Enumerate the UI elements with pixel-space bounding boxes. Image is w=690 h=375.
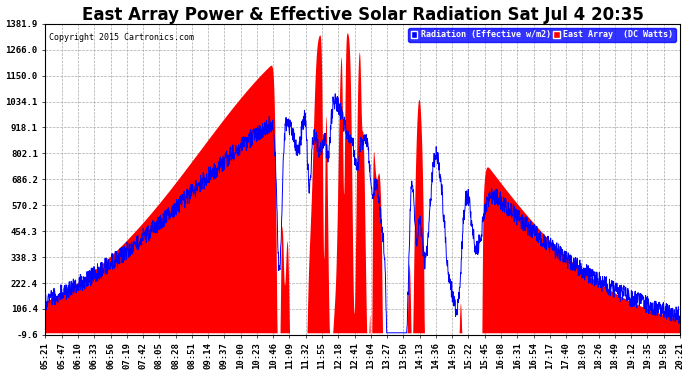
- Text: Copyright 2015 Cartronics.com: Copyright 2015 Cartronics.com: [48, 33, 194, 42]
- Title: East Array Power & Effective Solar Radiation Sat Jul 4 20:35: East Array Power & Effective Solar Radia…: [81, 6, 644, 24]
- Legend: Radiation (Effective w/m2), East Array  (DC Watts): Radiation (Effective w/m2), East Array (…: [408, 28, 676, 42]
